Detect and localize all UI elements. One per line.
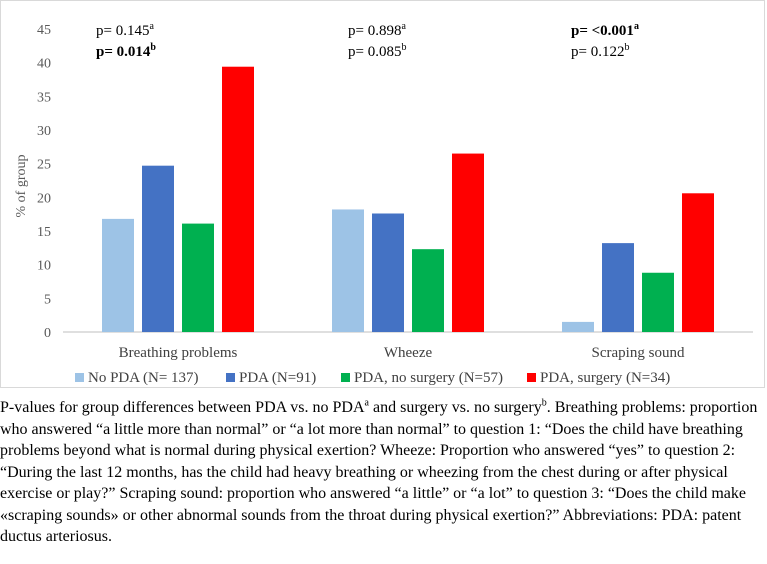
y-tick-label: 5 (44, 292, 51, 307)
y-tick-label: 35 (37, 90, 51, 105)
y-axis-label: % of group (14, 155, 29, 218)
p-value-line: p= 0.145a (96, 21, 154, 39)
category-labels: Breathing problems Wheeze Scraping sound (119, 345, 685, 361)
p-value-line: p= 0.085b (348, 42, 406, 60)
y-tick-label: 10 (37, 259, 51, 274)
chart-frame: 0 5 10 15 20 25 30 35 40 45 Breathing problems Whe… (0, 0, 765, 388)
y-tick-label: 0 (44, 326, 51, 341)
y-tick-label: 15 (37, 225, 51, 240)
bar-1-cat-1 (102, 218, 134, 332)
caption-part-2: and surgery vs. no surgery (368, 399, 542, 416)
legend-swatch (341, 373, 350, 382)
bar-4-cat-2 (452, 153, 484, 332)
legend-label: PDA (N=91) (239, 370, 316, 386)
y-tick-label: 30 (37, 124, 51, 139)
bar-chart: 0 5 10 15 20 25 30 35 40 45 Breathing problems Whe… (14, 21, 753, 386)
bar-1-cat-3 (562, 321, 594, 332)
y-axis: 0 5 10 15 20 25 30 35 40 45 (37, 23, 51, 341)
bar-4-cat-3 (682, 193, 714, 332)
bar-2-cat-2 (372, 213, 404, 332)
caption-sup-b: b (541, 397, 547, 409)
p-value-line: p= 0.898a (348, 21, 406, 39)
y-tick-label: 25 (37, 158, 51, 173)
category-label: Scraping sound (592, 345, 685, 361)
bar-3-cat-1 (182, 223, 214, 332)
bars (102, 66, 714, 332)
bar-2-cat-3 (602, 243, 634, 332)
legend-swatch (527, 373, 536, 382)
y-tick-label: 40 (37, 57, 51, 72)
p-value-annotations: p= 0.145a p= 0.014b p= 0.898a p= 0.085b p= <… (96, 21, 639, 60)
p-value-line: p= <0.001a (571, 21, 639, 39)
y-tick-label: 45 (37, 23, 51, 38)
bar-2-cat-1 (142, 165, 174, 332)
caption-sup-a: a (364, 397, 369, 409)
bar-1-cat-2 (332, 209, 364, 332)
legend-label: No PDA (N= 137) (88, 370, 199, 386)
p-value-line: p= 0.014b (96, 42, 156, 60)
bar-3-cat-2 (412, 249, 444, 332)
category-label: Breathing problems (119, 345, 238, 361)
legend: No PDA (N= 137) PDA (N=91) PDA, no surgery… (75, 370, 670, 386)
caption-part-1: P-values for group differences between P… (0, 399, 365, 416)
legend-label: PDA, no surgery (N=57) (354, 370, 503, 386)
legend-label: PDA, surgery (N=34) (540, 370, 670, 386)
y-tick-label: 20 (37, 191, 51, 206)
bar-4-cat-1 (222, 66, 254, 332)
p-value-line: p= 0.122b (571, 42, 629, 60)
bar-3-cat-3 (642, 272, 674, 332)
legend-swatch (226, 373, 235, 382)
caption-part-3: . Breathing problems: proportion who ans… (0, 399, 758, 545)
category-label: Wheeze (384, 345, 433, 361)
legend-swatch (75, 373, 84, 382)
figure-caption: P-values for group differences between P… (0, 397, 767, 548)
